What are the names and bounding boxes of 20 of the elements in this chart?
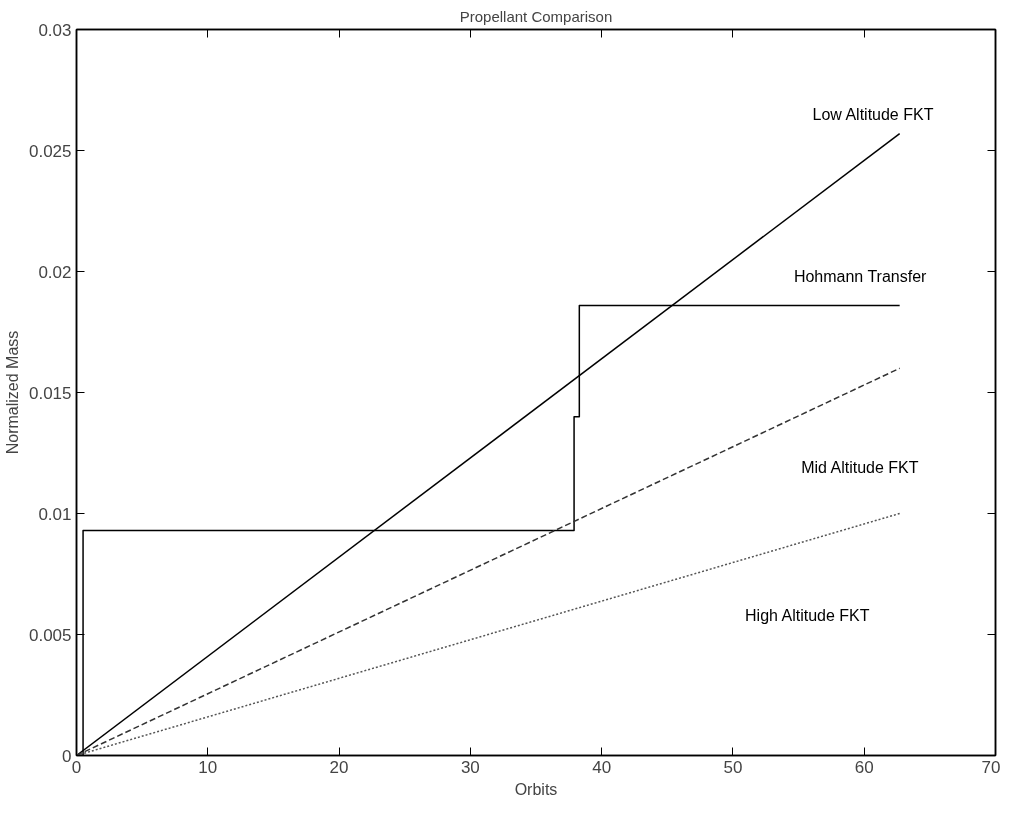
y-tick-label: 0.005 bbox=[28, 625, 72, 645]
series-label: Low Altitude FKT bbox=[812, 105, 934, 123]
x-tick-label: 30 bbox=[460, 757, 480, 777]
y-axis-title: Normalized Mass bbox=[3, 330, 21, 455]
x-tick-label: 40 bbox=[592, 757, 612, 777]
x-tick-label: 20 bbox=[329, 757, 349, 777]
x-tick-label: 10 bbox=[198, 757, 218, 777]
y-tick-label: 0.015 bbox=[28, 383, 72, 403]
text: High Altitude FKT bbox=[745, 606, 870, 624]
x-tick-label: 70 bbox=[981, 757, 1001, 777]
x-tick-label: 50 bbox=[723, 757, 743, 777]
series-label: Hohmann Transfer bbox=[793, 267, 928, 285]
y-tick-label: 0.025 bbox=[28, 141, 72, 161]
y-tick-label: 0.03 bbox=[38, 20, 72, 40]
x-axis-title: Orbits bbox=[514, 780, 558, 798]
x-tick-label: 60 bbox=[854, 757, 874, 777]
chart-title: Propellant Comparison bbox=[459, 7, 613, 25]
text: Mid Altitude FKT bbox=[801, 459, 919, 477]
y-tick-label: 0.02 bbox=[38, 262, 72, 282]
y-tick-label: 0.01 bbox=[38, 504, 72, 524]
